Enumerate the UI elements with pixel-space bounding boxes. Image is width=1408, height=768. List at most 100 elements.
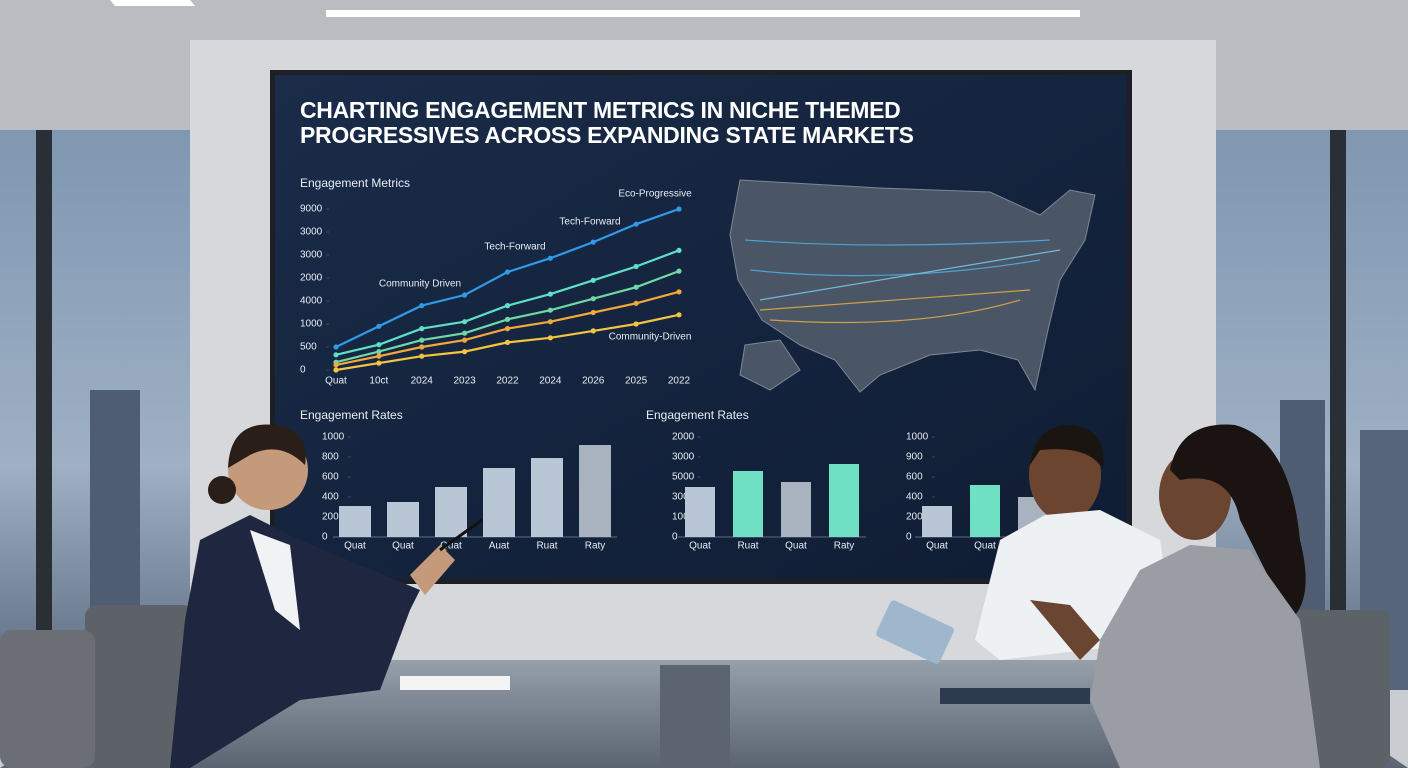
x-tick-label: Quat [344,541,366,552]
bar [531,458,563,537]
point [333,367,339,373]
point [462,319,468,325]
y-tick-label: 0 [906,532,912,543]
charts: Engagement Metrics0500100040002000300030… [300,176,1055,552]
point [419,353,425,359]
x-tick-label: 2023 [454,376,477,387]
chair [85,605,195,768]
point [590,277,596,283]
hair [228,424,306,468]
y-tick-label: 900 [906,452,923,463]
point [676,206,682,212]
y-tick-label: 400 [906,492,923,503]
x-tick-label: 2024 [539,376,562,387]
map-routes [744,239,1061,324]
x-tick-label: Auat [489,541,510,552]
point [590,309,596,316]
point [676,289,682,295]
y-tick-label: 3000 [300,250,323,261]
chart-title: Engagement Metrics [300,176,410,190]
x-tick-label: Quat [974,541,996,552]
y-tick-label: 4000 [300,296,323,307]
point [547,335,553,341]
point [676,247,682,253]
x-tick-label: Raty [585,541,606,552]
x-tick-label: Quat [689,541,711,552]
chair [0,630,95,768]
point [633,221,639,227]
x-tick-label: 2026 [582,376,605,387]
mullion [1330,130,1346,690]
blazer [1090,545,1320,768]
hair-bun [208,476,236,504]
ceiling-light [326,10,1080,17]
bar [339,506,371,537]
route [749,259,1041,277]
point [462,330,468,336]
attendee [940,424,1320,768]
bar [685,487,715,537]
y-tick-label: 3000 [300,227,323,238]
point [504,269,511,275]
y-tick-label: 3000 [672,492,695,503]
point [376,323,382,329]
point [376,353,382,359]
y-tick-label: 2000 [672,432,695,443]
x-tick-label: 2022 [496,376,519,387]
y-tick-label: 1000 [906,432,929,443]
y-tick-label: 400 [322,492,339,503]
point [590,328,596,334]
y-tick-label: 3000 [672,452,695,463]
bar [922,506,952,537]
ceiling-light [110,0,196,6]
chart-title: Engagement Rates [300,408,403,422]
point [462,292,468,298]
presenter [170,424,483,768]
annotation: Community Driven [379,279,461,290]
point [333,344,339,350]
y-tick-label: 9000 [300,204,323,215]
x-tick-label: 2025 [625,376,648,387]
point [333,362,339,368]
point [676,312,682,318]
bar [483,468,515,537]
annotation: Eco-Progressive [618,189,692,200]
point [504,303,511,309]
x-tick-label: Ruat [536,541,557,552]
hand [1030,600,1100,660]
y-tick-label: 5000 [672,472,695,483]
point [376,360,382,366]
y-tick-label: 600 [322,472,339,483]
bar [579,445,611,537]
x-tick-label: Raty [834,541,855,552]
point [590,239,596,245]
x-tick-label: Quat [440,541,462,552]
x-tick-label: 2022 [668,376,691,387]
chair [1290,610,1390,768]
y-tick-label: 0 [672,532,678,543]
point [419,326,425,332]
x-tick-label: 10ct [369,376,388,387]
screen-title: CHARTING ENGAGEMENT METRICS IN NICHE THE… [300,97,900,123]
x-tick-label: Quat [392,541,414,552]
hair [1170,424,1306,620]
bar [970,485,1000,537]
point [547,307,553,313]
alaska [739,339,801,391]
pen [439,518,483,552]
y-tick-label: 1000 [672,512,695,523]
bar [435,487,467,537]
x-tick-label: Quat [325,376,347,387]
shirt [250,530,300,630]
y-tick-label: 600 [906,472,923,483]
point [376,342,382,348]
y-tick-label: 500 [300,342,317,353]
y-tick-label: 200 [322,512,339,523]
mullion [36,130,52,690]
suit [170,515,420,768]
y-tick-label: 0 [300,365,306,376]
point [462,349,468,355]
point [633,284,639,290]
y-tick-label: 1000 [300,319,323,330]
